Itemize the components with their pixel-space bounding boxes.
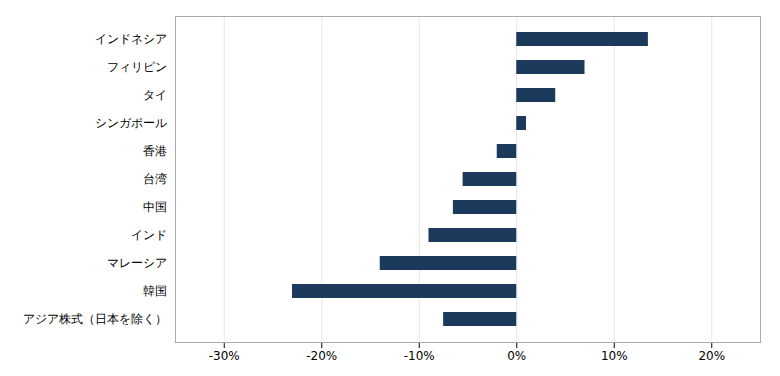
svg-text:インドネシア: インドネシア bbox=[95, 32, 167, 46]
svg-text:香港: 香港 bbox=[143, 144, 167, 158]
svg-text:20%: 20% bbox=[698, 349, 725, 363]
svg-text:タイ: タイ bbox=[143, 88, 167, 102]
svg-text:-30%: -30% bbox=[209, 349, 240, 363]
svg-text:中国: 中国 bbox=[143, 200, 167, 214]
svg-text:-20%: -20% bbox=[306, 349, 337, 363]
svg-text:インド: インド bbox=[131, 228, 167, 242]
svg-text:0%: 0% bbox=[507, 349, 526, 363]
svg-text:マレーシア: マレーシア bbox=[107, 256, 167, 270]
svg-text:10%: 10% bbox=[601, 349, 628, 363]
svg-text:台湾: 台湾 bbox=[143, 172, 167, 186]
svg-text:-10%: -10% bbox=[404, 349, 435, 363]
svg-text:シンガポール: シンガポール bbox=[95, 116, 167, 130]
svg-text:フィリピン: フィリピン bbox=[107, 60, 167, 74]
svg-text:韓国: 韓国 bbox=[143, 284, 167, 298]
svg-text:アジア株式（日本を除く）: アジア株式（日本を除く） bbox=[23, 312, 167, 326]
